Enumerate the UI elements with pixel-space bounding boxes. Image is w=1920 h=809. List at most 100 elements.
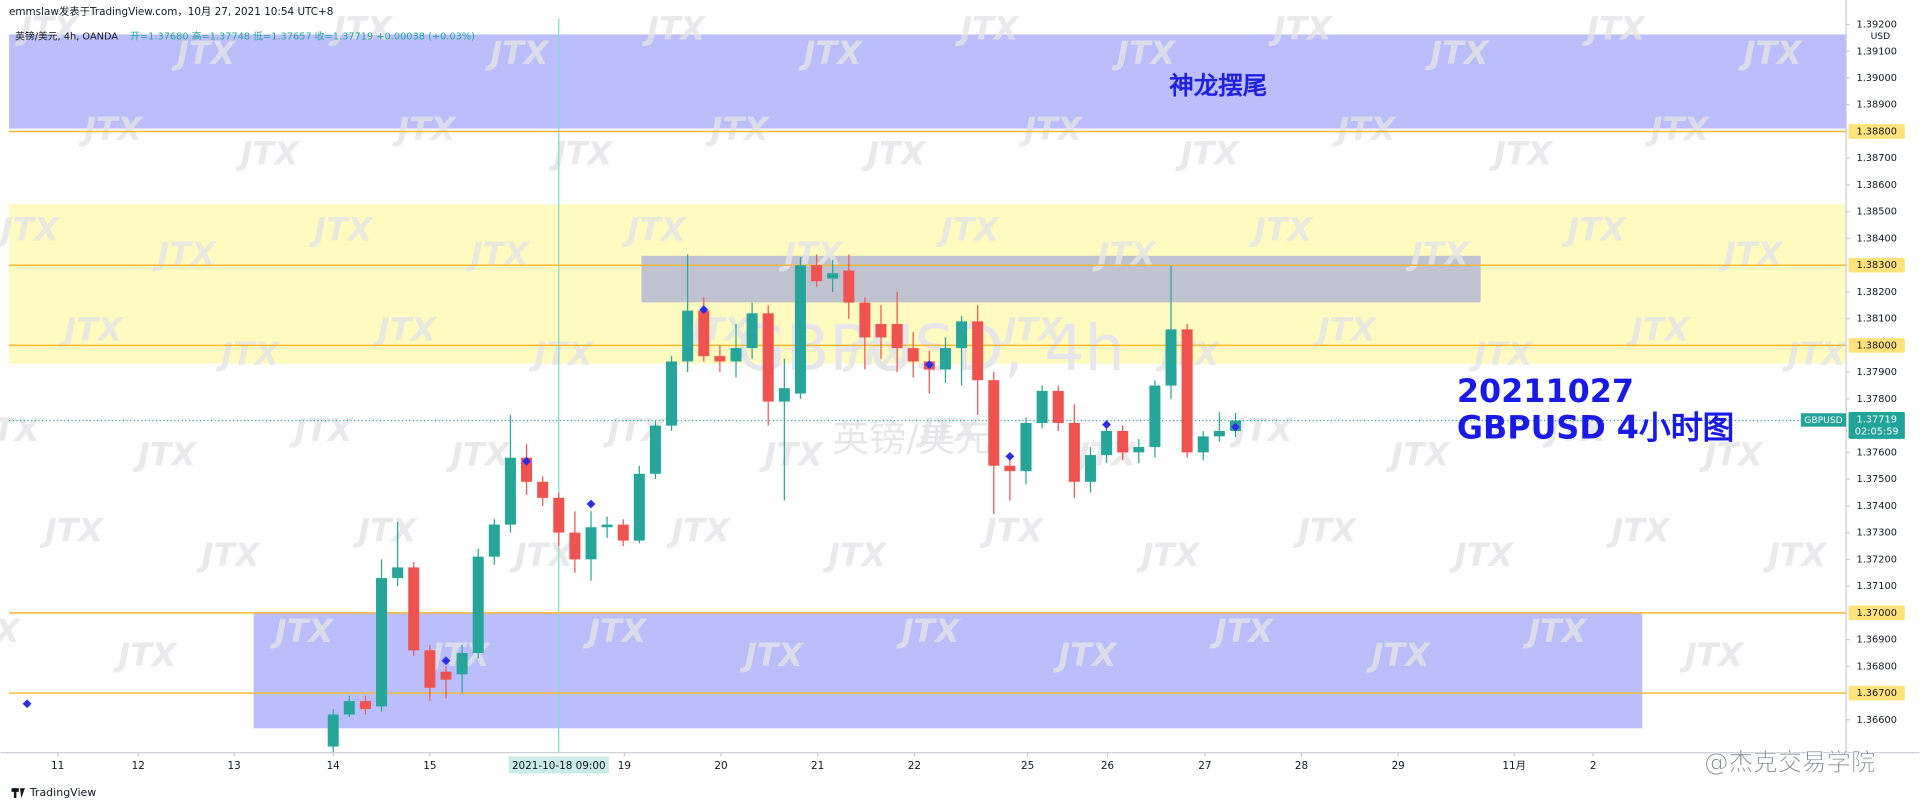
candle-body	[794, 265, 806, 394]
candle-body	[633, 473, 645, 541]
jtx-watermark: JTX	[778, 235, 844, 273]
y-tick-label: 1.39200	[1856, 20, 1896, 31]
candle-body	[553, 497, 565, 533]
jtx-watermark: JTX	[935, 210, 1001, 248]
symbol-label: GBPUSD	[1804, 415, 1842, 426]
candle-body	[891, 324, 903, 349]
jtx-watermark: JTX	[822, 536, 888, 574]
source-watermark: @杰克交易学院	[1704, 748, 1875, 777]
candle-body	[1084, 455, 1096, 482]
jtx-watermark: JTX	[1366, 636, 1432, 674]
jtx-watermark: JTX	[1718, 235, 1784, 273]
candle-body	[504, 457, 516, 525]
jtx-watermark: JTX	[1449, 536, 1515, 574]
jtx-watermark: JTX	[1209, 612, 1275, 650]
level-label-box	[1848, 124, 1905, 139]
jtx-watermark: JTX	[1052, 636, 1118, 674]
jtx-watermark: JTX	[1468, 335, 1534, 373]
y-tick-label: 1.36900	[1856, 635, 1896, 646]
jtx-watermark: JTX	[528, 335, 594, 373]
x-tick-label: 25	[1021, 760, 1034, 772]
jtx-watermark: JTX	[548, 134, 614, 172]
jtx-watermark: JTX	[1385, 436, 1451, 474]
x-tick-label: 20	[714, 760, 727, 772]
candle-body	[1020, 422, 1032, 472]
symbol-line: 英镑/美元, 4h, OANDA	[15, 30, 118, 43]
jtx-watermark: JTX	[269, 612, 335, 650]
jtx-watermark: JTX	[235, 134, 301, 172]
y-tick-label: 1.37300	[1856, 528, 1896, 539]
jtx-watermark: JTX	[1581, 10, 1647, 48]
signal-marker	[522, 456, 531, 466]
jtx-watermark: JTX	[1762, 536, 1828, 574]
jtx-watermark: JTX	[352, 511, 418, 549]
candle-body	[343, 701, 355, 715]
jtx-watermark: JTX	[465, 235, 531, 273]
signal-marker	[1102, 420, 1111, 429]
jtx-watermark: JTX	[1135, 536, 1201, 574]
candle-body	[521, 457, 533, 482]
jtx-watermark: JTX	[1645, 110, 1711, 148]
y-tick-label: 1.37400	[1856, 501, 1896, 512]
level-label-box	[1848, 257, 1905, 273]
candles	[327, 254, 1241, 774]
jtx-watermark: JTX	[665, 511, 731, 549]
symbol-watermark: GBPUSD, 4h	[736, 312, 1125, 386]
jtx-watermark: JTX	[151, 235, 217, 273]
candle-body	[666, 361, 678, 426]
jtx-watermark: JTX	[896, 612, 962, 650]
jtx-watermark: JTX	[1522, 612, 1588, 650]
candle-body	[939, 348, 951, 370]
candle-body	[714, 356, 726, 362]
y-tick-label: 1.39000	[1856, 73, 1896, 84]
jtx-watermark: JTX	[0, 612, 21, 650]
jtx-watermark: JTX	[372, 311, 438, 349]
x-tick-label: 19	[618, 760, 631, 772]
jtx-watermark: JTX	[1018, 110, 1084, 148]
candle-body	[1165, 329, 1177, 386]
jtx-watermark: JTX	[78, 110, 144, 148]
signal-marker	[586, 499, 596, 509]
jtx-watermark: JTX	[1782, 335, 1848, 373]
x-tick-label: 2	[1590, 760, 1597, 772]
author-line: emmslaw发表于TradingView.com，10月 27, 2021 1…	[9, 5, 333, 18]
axes: 1.38800 1.38300 1.38000 1.37000 1.36700 1.392…	[51, 20, 1905, 774]
y-tick-label: 1.37500	[1856, 474, 1896, 485]
level-label: 1.38000	[1856, 340, 1896, 351]
signal-marker	[1231, 422, 1240, 432]
zone	[253, 612, 1643, 729]
level-label: 1.37000	[1856, 608, 1896, 619]
signal-marker	[924, 360, 934, 370]
annotation: 20211027	[1457, 372, 1634, 410]
jtx-watermark: JTX	[1542, 411, 1608, 449]
jtx-watermark: JTX	[759, 436, 825, 474]
x-tick-label: 21	[811, 760, 824, 772]
jtx-watermark: JTX	[0, 210, 60, 248]
candle-body	[440, 671, 452, 680]
candle-body	[762, 313, 774, 402]
currency: USD	[1871, 31, 1891, 42]
candle-body	[843, 270, 855, 303]
jtx-watermark: JTX	[1248, 210, 1314, 248]
crosshair-label: 2021-10-18 09:00	[512, 760, 606, 772]
jtx-watermark: JTX	[328, 10, 394, 48]
candle-body	[617, 524, 629, 541]
y-tick-label: 1.39100	[1856, 46, 1896, 57]
candle-body	[988, 380, 1000, 466]
jtx-watermark: JTX	[1698, 436, 1764, 474]
signal-marker	[1005, 451, 1015, 461]
zone	[641, 255, 1481, 303]
annotations: 神龙摆尾 20211027 GBPUSD 4小时图	[1169, 71, 1734, 447]
candle-body	[537, 481, 549, 498]
name-watermark: 英镑/美元	[833, 417, 992, 460]
candle-body	[456, 652, 468, 675]
jtx-watermark: JTX	[1331, 110, 1397, 148]
candle-body	[972, 321, 984, 381]
x-tick-label: 29	[1392, 760, 1405, 772]
candle-body	[392, 567, 404, 579]
candle-body	[875, 324, 887, 338]
jtx-watermark: JTX	[1268, 10, 1334, 48]
y-tick-label: 1.38100	[1856, 314, 1896, 325]
jtx-watermark: JTX	[171, 34, 237, 72]
